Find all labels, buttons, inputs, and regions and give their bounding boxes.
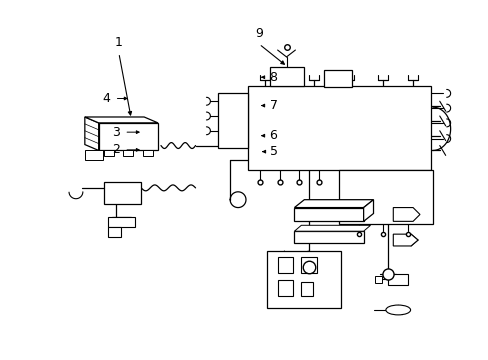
Bar xyxy=(277,257,293,273)
Text: 9: 9 xyxy=(255,27,263,40)
Text: 6: 6 xyxy=(269,129,277,142)
Bar xyxy=(99,123,158,150)
Bar xyxy=(107,217,135,227)
Bar xyxy=(374,275,382,283)
Bar xyxy=(387,274,407,285)
Text: 4: 4 xyxy=(102,92,110,105)
Bar xyxy=(84,150,102,160)
Bar xyxy=(218,93,247,148)
Bar xyxy=(277,280,293,296)
Bar xyxy=(301,257,317,273)
Bar xyxy=(103,150,113,156)
Polygon shape xyxy=(294,208,363,221)
Bar xyxy=(143,150,153,156)
Bar xyxy=(301,282,313,296)
Bar xyxy=(103,182,141,204)
Bar xyxy=(266,251,340,308)
Text: 8: 8 xyxy=(269,71,277,84)
Text: 3: 3 xyxy=(112,126,120,139)
Polygon shape xyxy=(294,231,363,243)
Ellipse shape xyxy=(385,305,410,315)
Bar xyxy=(107,227,121,237)
Polygon shape xyxy=(363,200,373,221)
Bar xyxy=(324,70,351,87)
Polygon shape xyxy=(392,208,419,221)
Polygon shape xyxy=(84,117,158,123)
Polygon shape xyxy=(392,234,417,246)
Bar xyxy=(338,170,432,224)
Bar xyxy=(247,86,430,170)
Polygon shape xyxy=(294,200,373,208)
Polygon shape xyxy=(294,225,370,231)
Text: 7: 7 xyxy=(269,99,277,112)
Text: 5: 5 xyxy=(269,145,277,158)
Polygon shape xyxy=(84,117,99,150)
Text: 2: 2 xyxy=(112,143,120,156)
Bar xyxy=(123,150,133,156)
Text: 1: 1 xyxy=(115,36,122,49)
Bar xyxy=(269,67,304,86)
